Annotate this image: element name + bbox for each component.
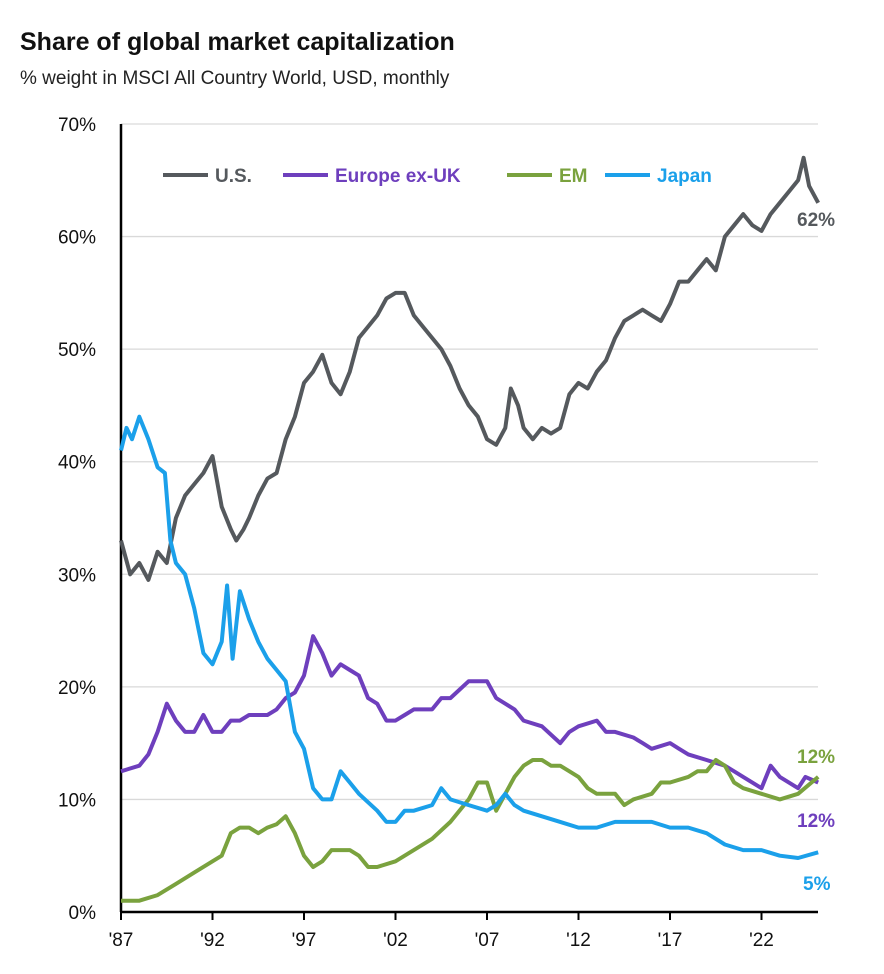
series-line-europe-ex-uk <box>120 634 820 791</box>
x-tick-label: '92 <box>200 930 225 951</box>
x-tick-label: '22 <box>749 930 774 951</box>
y-tick-label: 10% <box>58 790 96 811</box>
y-tick-label: 60% <box>58 228 96 249</box>
end-label: 12% <box>797 811 835 832</box>
legend-label: U.S. <box>215 166 252 187</box>
series-line-u-s- <box>119 155 820 582</box>
x-tick-label: '02 <box>383 930 408 951</box>
x-tick-label: '12 <box>566 930 591 951</box>
x-tick-label: '87 <box>109 930 134 951</box>
legend-label: Japan <box>657 166 712 187</box>
legend-label: EM <box>559 166 588 187</box>
y-tick-label: 70% <box>58 115 96 136</box>
y-tick-label: 40% <box>58 453 96 474</box>
series-line-em <box>121 758 820 903</box>
y-tick-label: 50% <box>58 340 96 361</box>
y-tick-label: 20% <box>58 678 96 699</box>
y-tick-label: 30% <box>58 565 96 586</box>
x-tick-label: '97 <box>292 930 317 951</box>
end-label: 62% <box>797 210 835 231</box>
x-tick-label: '07 <box>475 930 500 951</box>
y-tick-label: 0% <box>69 903 97 924</box>
chart-subtitle: % weight in MSCI All Country World, USD,… <box>20 68 450 89</box>
end-label: 12% <box>797 747 835 768</box>
end-label: 5% <box>803 874 831 895</box>
x-tick-label: '17 <box>658 930 683 951</box>
series-line-japan <box>119 414 819 860</box>
chart-title: Share of global market capitalization <box>20 28 455 56</box>
legend-label: Europe ex-UK <box>335 166 461 187</box>
